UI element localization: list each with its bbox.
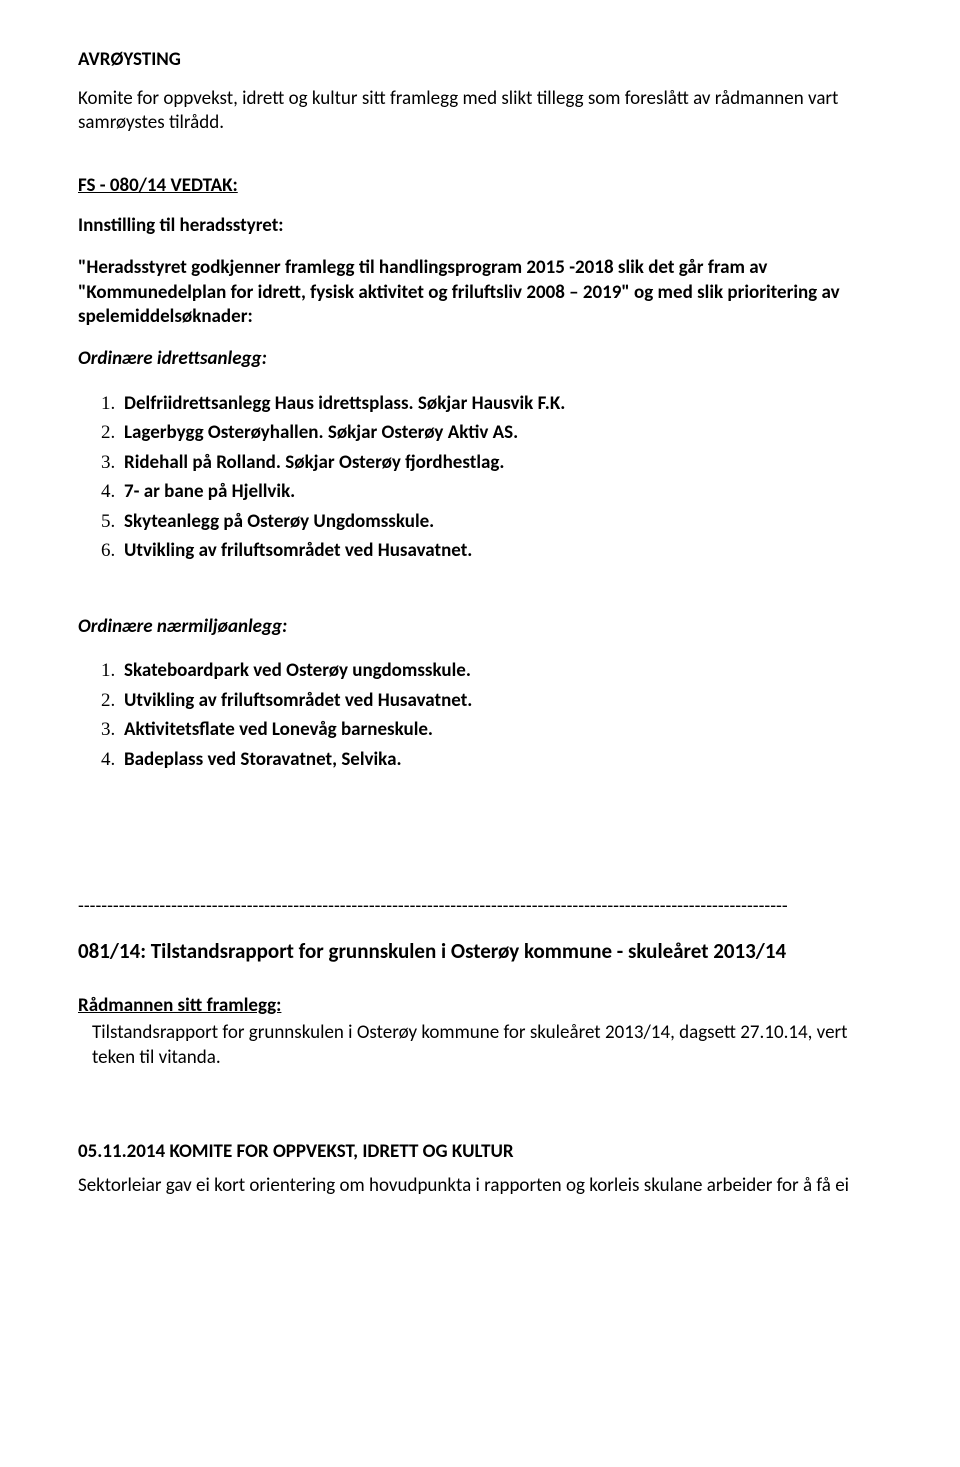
vedtak-body: "Heradsstyret godkjenner framlegg til ha… [78, 256, 882, 329]
list-item-text: Badeplass ved Storavatnet, Selvika. [124, 748, 402, 771]
avroysting-paragraph: Komite for oppvekst, idrett og kultur si… [78, 87, 882, 136]
spacer [78, 791, 882, 823]
list-item-text: 7- ar bane på Hjellvik. [124, 480, 295, 503]
list-item: Badeplass ved Storavatnet, Selvika. [120, 746, 882, 774]
local-env-list: Skateboardpark ved Osterøy ungdomsskule.… [78, 657, 882, 773]
list-item: Skateboardpark ved Osterøy ungdomsskule. [120, 657, 882, 685]
list2-title: Ordinære nærmiljøanlegg: [78, 615, 882, 639]
meeting-date-heading: 05.11.2014 KOMITE FOR OPPVEKST, IDRETT O… [78, 1140, 882, 1164]
list-item: Utvikling av friluftsområdet ved Husavat… [120, 687, 882, 715]
list1-title: Ordinære idrettsanlegg: [78, 347, 882, 371]
list-item-text: Skateboardpark ved Osterøy ungdomsskule. [124, 659, 471, 682]
list-item: Delfriidrettsanlegg Haus idrettsplass. S… [120, 390, 882, 418]
spacer [78, 641, 882, 651]
spacer [78, 583, 882, 615]
vedtak-intro: Innstilling til heradsstyret: [78, 214, 882, 238]
radmannen-framlegg-body: Tilstandsrapport for grunnskulen i Oster… [78, 1021, 882, 1070]
radmannen-framlegg-heading: Rådmannen sitt framlegg: [78, 994, 882, 1017]
list-item: Skyteanlegg på Osterøy Ungdomsskule. [120, 508, 882, 536]
avroysting-heading: AVRØYSTING [78, 48, 882, 71]
list-item-text: Skyteanlegg på Osterøy Ungdomsskule. [124, 510, 434, 533]
spacer [78, 374, 882, 384]
list-item-text: Delfriidrettsanlegg Haus idrettsplass. S… [124, 392, 565, 415]
list-item-text: Utvikling av friluftsområdet ved Husavat… [124, 539, 472, 562]
list-item: Utvikling av friluftsområdet ved Husavat… [120, 537, 882, 565]
list-item-text: Aktivitetsflate ved Lonevåg barneskule. [124, 718, 433, 741]
list-item-text: Utvikling av friluftsområdet ved Husavat… [124, 689, 472, 712]
list-item: 7- ar bane på Hjellvik. [120, 478, 882, 506]
list-item-text: Ridehall på Rolland. Søkjar Osterøy fjor… [124, 451, 504, 474]
section-divider: ----------------------------------------… [78, 895, 882, 918]
spacer [78, 1120, 882, 1140]
list-item: Lagerbygg Osterøyhallen. Søkjar Osterøy … [120, 419, 882, 447]
vedtak-heading: FS - 080/14 VEDTAK: [78, 174, 882, 198]
spacer [78, 200, 882, 214]
topic-081-14-title: 081/14: Tilstandsrapport for grunnskulen… [78, 938, 882, 964]
spacer [78, 1088, 882, 1120]
spacer [78, 823, 882, 855]
list-item-text: Lagerbygg Osterøyhallen. Søkjar Osterøy … [124, 421, 518, 444]
list-item: Ridehall på Rolland. Søkjar Osterøy fjor… [120, 449, 882, 477]
list-item: Aktivitetsflate ved Lonevåg barneskule. [120, 716, 882, 744]
document-page: AVRØYSTING Komite for oppvekst, idrett o… [0, 0, 960, 1247]
ordinary-sports-list: Delfriidrettsanlegg Haus idrettsplass. S… [78, 390, 882, 565]
spacer [78, 154, 882, 174]
footer-paragraph: Sektorleiar gav ei kort orientering om h… [78, 1174, 882, 1198]
